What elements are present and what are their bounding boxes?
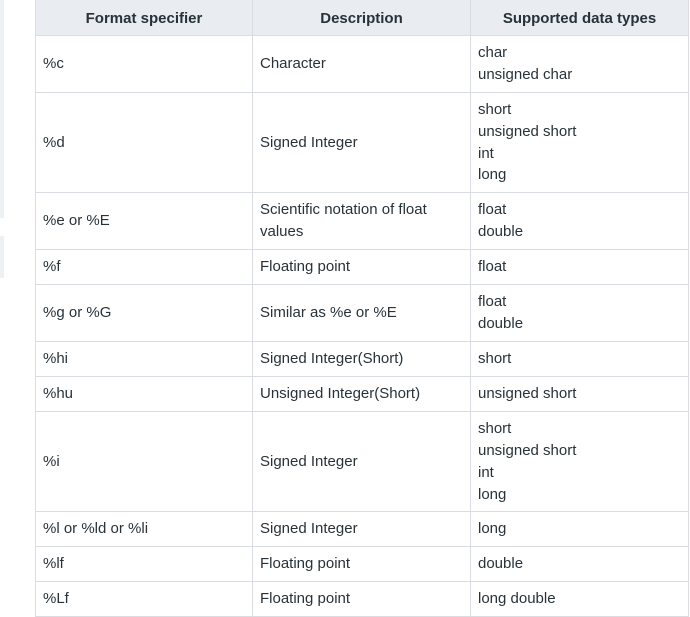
- cell-supported-data-types: long double: [470, 581, 689, 617]
- data-type-item: long: [478, 485, 507, 503]
- cell-format-specifier: %i: [35, 411, 253, 513]
- data-type-item: float: [478, 293, 507, 311]
- cell-description: Floating point: [252, 546, 471, 583]
- data-type-item: unsigned short: [478, 441, 577, 459]
- cell-supported-data-types: float double: [470, 192, 689, 251]
- table-row: %f Floating point float: [35, 249, 689, 286]
- cell-supported-data-types: short unsigned short int long: [470, 91, 689, 194]
- table-row: %g or %G Similar as %e or %E float double: [35, 284, 689, 343]
- table-row: %lf Floating point double: [35, 546, 689, 583]
- data-type-item: double: [478, 315, 524, 333]
- data-type-item: unsigned short: [478, 385, 577, 403]
- cell-description: Signed Integer: [252, 511, 471, 548]
- table-row: %Lf Floating point long double: [35, 581, 689, 617]
- format-specifier-table: Format specifier Description Supported d…: [35, 0, 689, 617]
- cell-supported-data-types: char unsigned char: [470, 35, 689, 93]
- table-row: %hi Signed Integer(Short) short: [35, 341, 689, 378]
- data-type-item: unsigned short: [478, 122, 577, 140]
- data-type-item: short: [478, 350, 512, 368]
- cell-supported-data-types: long: [470, 511, 689, 548]
- cell-supported-data-types: float double: [470, 284, 689, 343]
- header-format-specifier: Format specifier: [35, 0, 253, 36]
- cell-description: Similar as %e or %E: [252, 284, 471, 343]
- cell-supported-data-types: short: [470, 341, 689, 378]
- data-type-item: double: [478, 555, 524, 573]
- cell-description: Signed Integer(Short): [252, 341, 471, 378]
- cell-supported-data-types: float: [470, 249, 689, 286]
- table-header-row: Format specifier Description Supported d…: [35, 0, 689, 36]
- cell-format-specifier: %d: [35, 91, 253, 194]
- data-type-item: float: [478, 258, 507, 276]
- cell-supported-data-types: unsigned short: [470, 376, 689, 413]
- cell-format-specifier: %Lf: [35, 581, 253, 617]
- cell-description: Signed Integer: [252, 91, 471, 194]
- data-type-item: long: [478, 520, 507, 538]
- data-type-item: long double: [478, 590, 556, 608]
- cell-format-specifier: %e or %E: [35, 192, 253, 251]
- table-row: %l or %ld or %li Signed Integer long: [35, 511, 689, 548]
- cell-description: Floating point: [252, 249, 471, 286]
- header-supported-data-types: Supported data types: [470, 0, 689, 36]
- table-row: %d Signed Integer short unsigned short int lo…: [35, 91, 689, 194]
- cell-format-specifier: %c: [35, 35, 253, 93]
- table-row: %e or %E Scientific notation of float val…: [35, 192, 689, 251]
- data-type-item: float: [478, 201, 507, 219]
- data-type-item: int: [478, 463, 494, 481]
- cell-format-specifier: %hu: [35, 376, 253, 413]
- sidebar-edge: [0, 0, 4, 218]
- cell-format-specifier: %l or %ld or %li: [35, 511, 253, 548]
- data-type-item: int: [478, 144, 494, 162]
- cell-format-specifier: %lf: [35, 546, 253, 583]
- cell-description: Scientific notation of float values: [252, 192, 471, 251]
- cell-description: Unsigned Integer(Short): [252, 376, 471, 413]
- data-type-item: double: [478, 223, 524, 241]
- cell-format-specifier: %f: [35, 249, 253, 286]
- data-type-item: unsigned char: [478, 66, 573, 83]
- data-type-item: char: [478, 44, 508, 62]
- table-row: %hu Unsigned Integer(Short) unsigned short: [35, 376, 689, 413]
- cell-supported-data-types: double: [470, 546, 689, 583]
- sidebar-edge: [0, 236, 4, 278]
- data-type-item: long: [478, 166, 507, 184]
- cell-format-specifier: %g or %G: [35, 284, 253, 343]
- cell-description: Character: [252, 35, 471, 93]
- cell-format-specifier: %hi: [35, 341, 253, 378]
- data-type-item: short: [478, 101, 512, 118]
- header-description: Description: [252, 0, 471, 36]
- cell-description: Signed Integer: [252, 411, 471, 513]
- format-specifier-table-container: Format specifier Description Supported d…: [35, 0, 689, 617]
- cell-description: Floating point: [252, 581, 471, 617]
- cell-supported-data-types: short unsigned short int long: [470, 411, 689, 513]
- data-type-item: short: [478, 420, 512, 438]
- table-row: %i Signed Integer short unsigned short int lo…: [35, 411, 689, 513]
- table-row: %c Character char unsigned char: [35, 35, 689, 93]
